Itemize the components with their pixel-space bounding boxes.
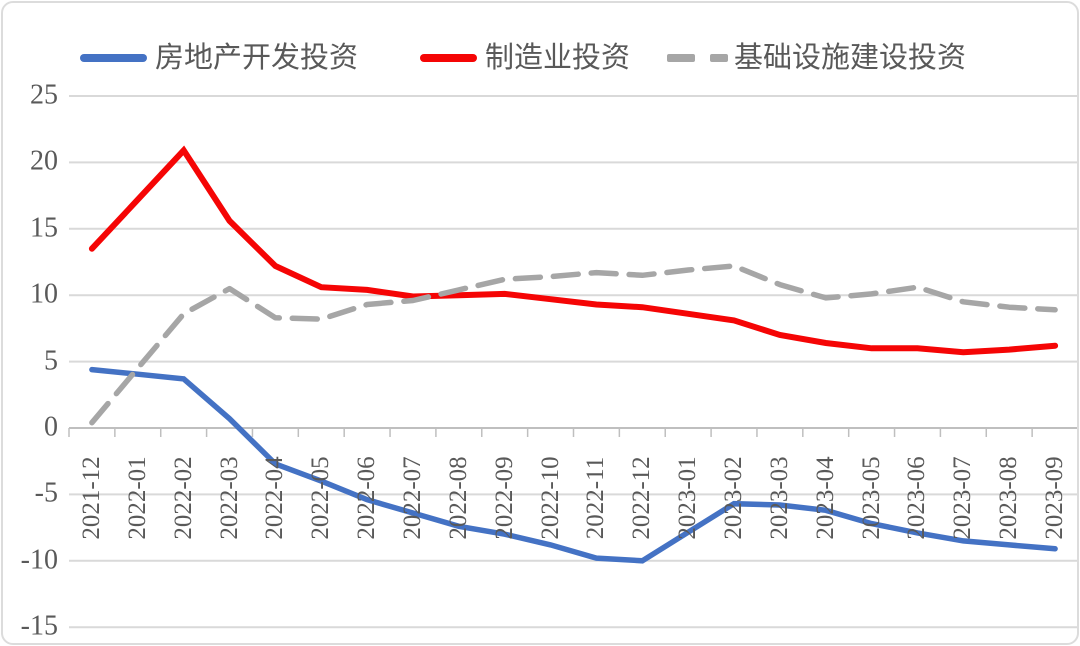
legend-swatch-gray-dashes bbox=[667, 54, 734, 62]
x-tick-label-2021-12: 2021-12 bbox=[77, 456, 105, 540]
x-tick-label-2022-08: 2022-08 bbox=[444, 456, 472, 540]
y-tick-label-25: 25 bbox=[30, 79, 58, 111]
x-tick-label-2023-08: 2023-08 bbox=[995, 456, 1023, 540]
x-tick-label-2022-01: 2022-01 bbox=[123, 456, 151, 540]
legend-label-real-estate: 房地产开发投资 bbox=[155, 42, 359, 74]
y-tick-label--15: -15 bbox=[20, 610, 58, 642]
x-tick-label-2023-03: 2023-03 bbox=[765, 456, 793, 540]
series-line-2-dashed bbox=[89, 263, 1058, 426]
chart-legend: 房地产开发投资 制造业投资 基础设施建设投资 bbox=[0, 40, 1080, 76]
x-tick-label-2023-06: 2023-06 bbox=[903, 456, 931, 540]
x-tick-label-2023-09: 2023-09 bbox=[1041, 456, 1069, 540]
legend-label-manufacturing: 制造业投资 bbox=[485, 42, 631, 74]
y-tick-label-15: 15 bbox=[30, 212, 58, 244]
x-tick-label-2022-07: 2022-07 bbox=[398, 456, 426, 540]
legend-item-real-estate: 房地产开发投资 bbox=[80, 40, 358, 76]
series-line-1-solid bbox=[88, 145, 1059, 356]
y-tick-label--10: -10 bbox=[20, 544, 58, 576]
y-tick-label--5: -5 bbox=[34, 477, 58, 509]
legend-swatch-blue-line bbox=[80, 54, 147, 62]
x-tick-label-2023-01: 2023-01 bbox=[674, 456, 702, 540]
legend-item-infrastructure: 基础设施建设投资 bbox=[667, 40, 966, 76]
x-tick-label-2023-05: 2023-05 bbox=[857, 456, 885, 540]
series-line-0-solid bbox=[89, 366, 1058, 564]
y-tick-label-0: 0 bbox=[44, 411, 58, 443]
x-tick-label-2022-12: 2022-12 bbox=[628, 456, 656, 540]
x-tick-label-2022-03: 2022-03 bbox=[215, 456, 243, 540]
x-tick-label-2022-02: 2022-02 bbox=[169, 456, 197, 540]
x-tick-label-2022-04: 2022-04 bbox=[261, 456, 289, 540]
y-tick-label-20: 20 bbox=[30, 145, 58, 177]
x-tick-label-2023-07: 2023-07 bbox=[949, 456, 977, 540]
x-tick-label-2022-05: 2022-05 bbox=[307, 456, 335, 540]
x-tick-label-2022-06: 2022-06 bbox=[353, 456, 381, 540]
y-tick-label-5: 5 bbox=[44, 344, 58, 376]
legend-swatch-red-line bbox=[420, 54, 477, 62]
x-tick-label-2023-04: 2023-04 bbox=[811, 456, 839, 540]
legend-label-infrastructure: 基础设施建设投资 bbox=[734, 42, 967, 74]
legend-item-manufacturing: 制造业投资 bbox=[420, 40, 630, 76]
x-tick-label-2022-09: 2022-09 bbox=[490, 456, 518, 540]
x-tick-label-2022-11: 2022-11 bbox=[582, 456, 610, 540]
x-tick-label-2022-10: 2022-10 bbox=[536, 456, 564, 540]
y-tick-label-10: 10 bbox=[30, 278, 58, 310]
x-tick-label-2023-02: 2023-02 bbox=[720, 456, 748, 540]
